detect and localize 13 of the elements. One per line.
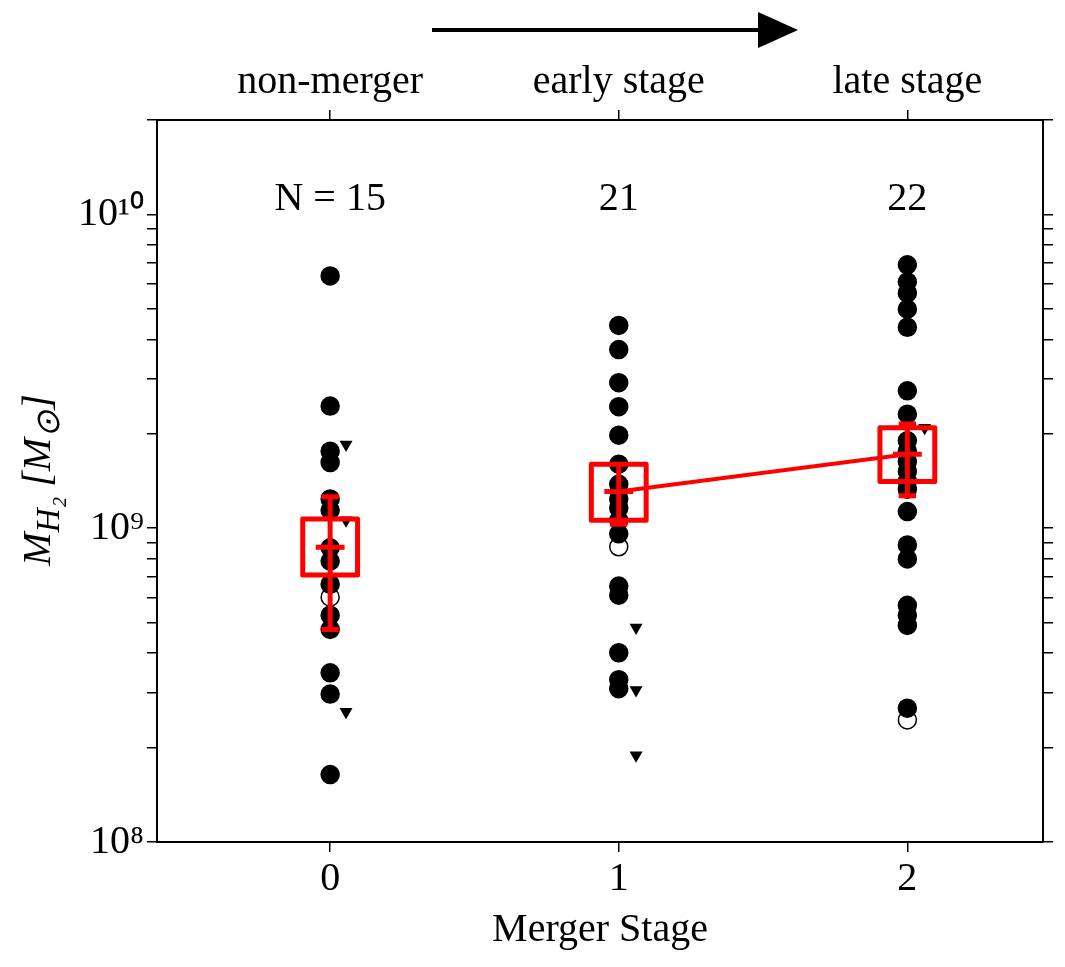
x-tick-label: 2 [897, 853, 918, 899]
annotation: N = 15 [274, 173, 386, 219]
y-tick-label: 10⁸ [90, 816, 144, 862]
annotation: 21 [598, 173, 639, 219]
annotation: 22 [887, 173, 928, 219]
text: early stage [532, 56, 705, 102]
text: non-merger [237, 56, 424, 102]
x-axis-title: Merger Stage [492, 904, 708, 950]
x-tick-label: 1 [608, 853, 629, 899]
x-tick-label: 0 [320, 853, 341, 899]
y-tick-label: 10⁹ [90, 502, 144, 548]
y-tick-label: 10¹⁰ [77, 188, 144, 234]
text: late stage [832, 56, 983, 102]
